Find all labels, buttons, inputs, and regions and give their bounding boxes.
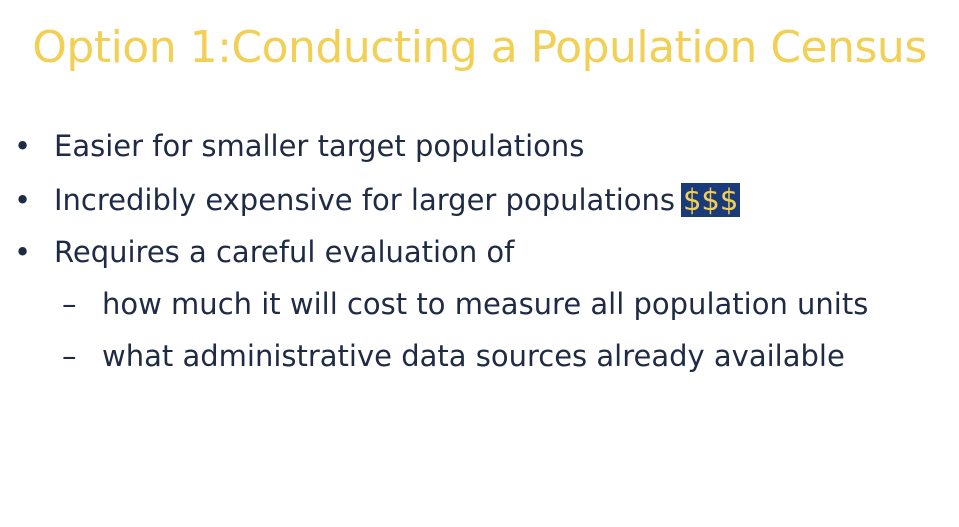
bullet-text: Requires a careful evaluation of xyxy=(54,235,515,269)
dash-icon: – xyxy=(62,339,77,373)
highlighted-text: $$$ xyxy=(680,183,741,217)
bullet-text: Incredibly expensive for larger populati… xyxy=(54,183,675,217)
bullet-text: Easier for smaller target populations xyxy=(54,129,585,163)
bullet-icon: • xyxy=(14,129,32,163)
dash-icon: – xyxy=(62,287,77,321)
bullet-icon: • xyxy=(14,183,32,217)
slide-title: Option 1:Conducting a Population Census xyxy=(32,22,927,73)
subbullet-text: how much it will cost to measure all pop… xyxy=(102,287,869,321)
subbullet-text: what administrative data sources already… xyxy=(102,339,845,373)
bullet-icon: • xyxy=(14,235,32,269)
